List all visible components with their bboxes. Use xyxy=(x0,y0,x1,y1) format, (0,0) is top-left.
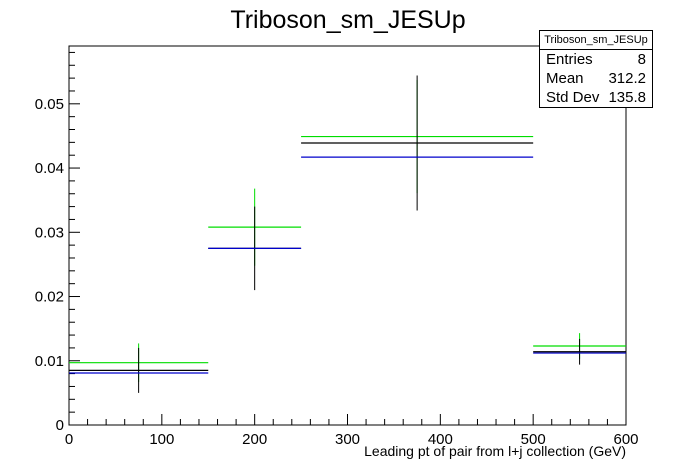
x-tick-label: 0 xyxy=(65,431,73,448)
y-tick-label: 0.02 xyxy=(35,289,64,306)
x-tick-label: 600 xyxy=(613,431,638,448)
x-tick-label: 400 xyxy=(428,431,453,448)
series-1 xyxy=(69,75,626,393)
x-axis-title: Leading pt of pair from l+j collection (… xyxy=(364,443,626,459)
x-tick-label: 300 xyxy=(335,431,360,448)
series-2 xyxy=(69,156,626,374)
stats-box: Triboson_sm_JESUp Entries 8 Mean 312.2 S… xyxy=(539,30,653,108)
stats-value-stddev: 135.8 xyxy=(608,89,646,106)
stats-row-mean: Mean 312.2 xyxy=(540,69,652,88)
y-tick-label: 0.01 xyxy=(35,353,64,370)
y-tick-label: 0.05 xyxy=(35,96,64,113)
x-axis: 0 100 200 300 400 500 600 xyxy=(65,414,639,448)
stats-label-stddev: Std Dev xyxy=(546,89,600,106)
x-tick-label: 100 xyxy=(149,431,174,448)
stats-value-mean: 312.2 xyxy=(608,70,646,87)
stats-box-name: Triboson_sm_JESUp xyxy=(540,31,652,50)
y-tick-label: 0 xyxy=(56,417,64,434)
stats-row-stddev: Std Dev 135.8 xyxy=(540,88,652,107)
y-tick-label: 0.03 xyxy=(35,224,64,241)
chart-title: Triboson_sm_JESUp xyxy=(230,6,466,34)
x-tick-label: 200 xyxy=(242,431,267,448)
series-0 xyxy=(69,80,626,382)
stats-value-entries: 8 xyxy=(637,51,646,68)
y-tick-label: 0.04 xyxy=(35,160,64,177)
y-axis: 0 0.01 0.02 0.03 0.04 0.05 xyxy=(35,51,80,434)
x-tick-label: 500 xyxy=(521,431,546,448)
stats-row-entries: Entries 8 xyxy=(540,50,652,69)
stats-label-mean: Mean xyxy=(546,70,584,87)
stats-label-entries: Entries xyxy=(546,51,593,68)
